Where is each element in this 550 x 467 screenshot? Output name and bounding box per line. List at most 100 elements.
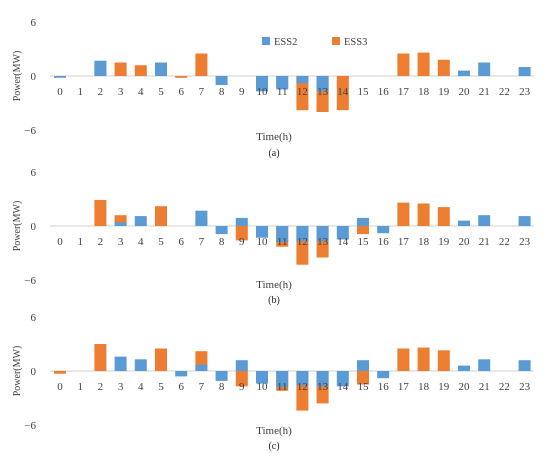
y-tick-label: 6 (31, 17, 37, 29)
x-tick-label: 7 (199, 236, 205, 248)
bar-ess2-13 (316, 76, 329, 92)
x-tick-label: 18 (418, 86, 430, 98)
bar-ess2-10 (256, 226, 268, 238)
x-tick-label: 21 (479, 86, 490, 98)
bar-ess2-11 (276, 371, 289, 388)
bar-ess2-12 (296, 226, 309, 242)
x-tick-label: 1 (77, 236, 83, 248)
x-tick-label: 0 (57, 86, 63, 98)
x-tick-label: 18 (418, 381, 430, 393)
x-tick-label: 8 (219, 86, 225, 98)
bar-ess3-3 (114, 62, 127, 76)
bar-ess2-20 (458, 365, 470, 371)
bar-ess2-12 (296, 76, 309, 84)
y-tick-label: 6 (31, 167, 37, 179)
bar-ess3-6 (175, 76, 188, 78)
y-tick-label: 6 (31, 312, 37, 324)
bar-ess2-0 (54, 76, 66, 78)
x-tick-label: 20 (459, 236, 471, 248)
x-tick-label: 17 (398, 381, 410, 393)
bar-ess2-13 (316, 371, 329, 387)
x-tick-label: 7 (199, 86, 205, 98)
legend-label-ess3: ESS3 (344, 37, 367, 48)
bar-ess2-7 (195, 364, 208, 371)
bar-ess2-16 (377, 226, 390, 234)
x-tick-label: 4 (138, 236, 144, 248)
bar-ess3-19 (437, 350, 450, 371)
x-tick-label: 16 (378, 236, 390, 248)
legend-swatch-ess2 (262, 37, 270, 45)
bar-ess2-15 (357, 217, 369, 226)
y-tick-label: −6 (24, 275, 36, 287)
x-tick-label: 7 (199, 381, 205, 393)
x-tick-label: 4 (138, 86, 144, 98)
x-tick-label: 14 (337, 86, 349, 98)
y-axis-label: Power(MW) (12, 201, 23, 252)
bar-ess2-11 (276, 226, 289, 243)
x-tick-label: 13 (317, 86, 329, 98)
x-tick-label: 8 (219, 236, 225, 248)
bar-ess3-9 (235, 371, 248, 387)
bar-ess3-2 (94, 199, 107, 226)
y-axis-label: Power(MW) (12, 51, 23, 102)
bar-ess2-4 (134, 359, 147, 371)
bar-ess2-10 (256, 371, 268, 384)
x-tick-label: 18 (418, 236, 430, 248)
bar-ess3-18 (417, 203, 430, 226)
bar-ess2-16 (377, 371, 390, 379)
y-tick-label: −6 (24, 420, 36, 432)
bar-ess2-8 (215, 371, 228, 381)
bar-ess2-21 (478, 62, 491, 76)
bar-ess3-4 (134, 65, 147, 76)
x-tick-label: 15 (358, 86, 370, 98)
bar-ess2-4 (134, 216, 147, 226)
bar-ess3-5 (155, 206, 167, 226)
x-tick-label: 20 (459, 86, 471, 98)
x-tick-label: 8 (219, 381, 225, 393)
bar-ess2-11 (276, 76, 289, 90)
x-tick-label: 17 (398, 236, 410, 248)
x-tick-label: 14 (337, 381, 349, 393)
bar-ess3-12 (296, 76, 309, 111)
bar-ess3-15 (357, 226, 369, 235)
x-tick-label: 19 (438, 381, 450, 393)
x-tick-label: 9 (239, 86, 245, 98)
x-tick-label: 17 (398, 86, 410, 98)
x-tick-label: 22 (499, 86, 510, 98)
x-tick-label: 6 (178, 236, 184, 248)
bar-ess3-2 (94, 344, 107, 371)
x-tick-label: 22 (499, 236, 510, 248)
bar-ess3-18 (417, 52, 430, 76)
bar-ess2-23 (518, 216, 531, 226)
bar-ess2-21 (478, 215, 491, 226)
bar-ess3-0 (54, 371, 66, 374)
x-tick-label: 11 (277, 86, 288, 98)
x-tick-label: 12 (297, 381, 308, 393)
bar-ess2-3 (114, 222, 127, 226)
x-tick-label: 22 (499, 381, 510, 393)
x-tick-label: 9 (239, 381, 245, 393)
x-tick-label: 5 (158, 381, 164, 393)
y-tick-label: −6 (24, 125, 36, 137)
y-tick-label: 0 (31, 71, 37, 83)
x-tick-label: 10 (257, 86, 269, 98)
x-tick-label: 0 (57, 381, 63, 393)
bar-ess2-21 (478, 359, 491, 371)
x-tick-label: 10 (257, 381, 269, 393)
x-tick-label: 16 (378, 381, 390, 393)
x-tick-label: 23 (519, 381, 531, 393)
bar-ess2-12 (296, 371, 309, 386)
x-tick-label: 23 (519, 236, 531, 248)
x-tick-label: 21 (479, 236, 490, 248)
x-tick-label: 2 (98, 86, 104, 98)
x-tick-label: 23 (519, 86, 531, 98)
bar-ess3-9 (235, 226, 248, 241)
x-axis-label: Time(h) (256, 279, 292, 291)
bar-ess3-3 (114, 215, 127, 226)
bar-ess2-14 (336, 226, 349, 240)
x-tick-label: 2 (98, 236, 104, 248)
x-tick-label: 6 (178, 86, 184, 98)
x-tick-label: 12 (297, 86, 308, 98)
